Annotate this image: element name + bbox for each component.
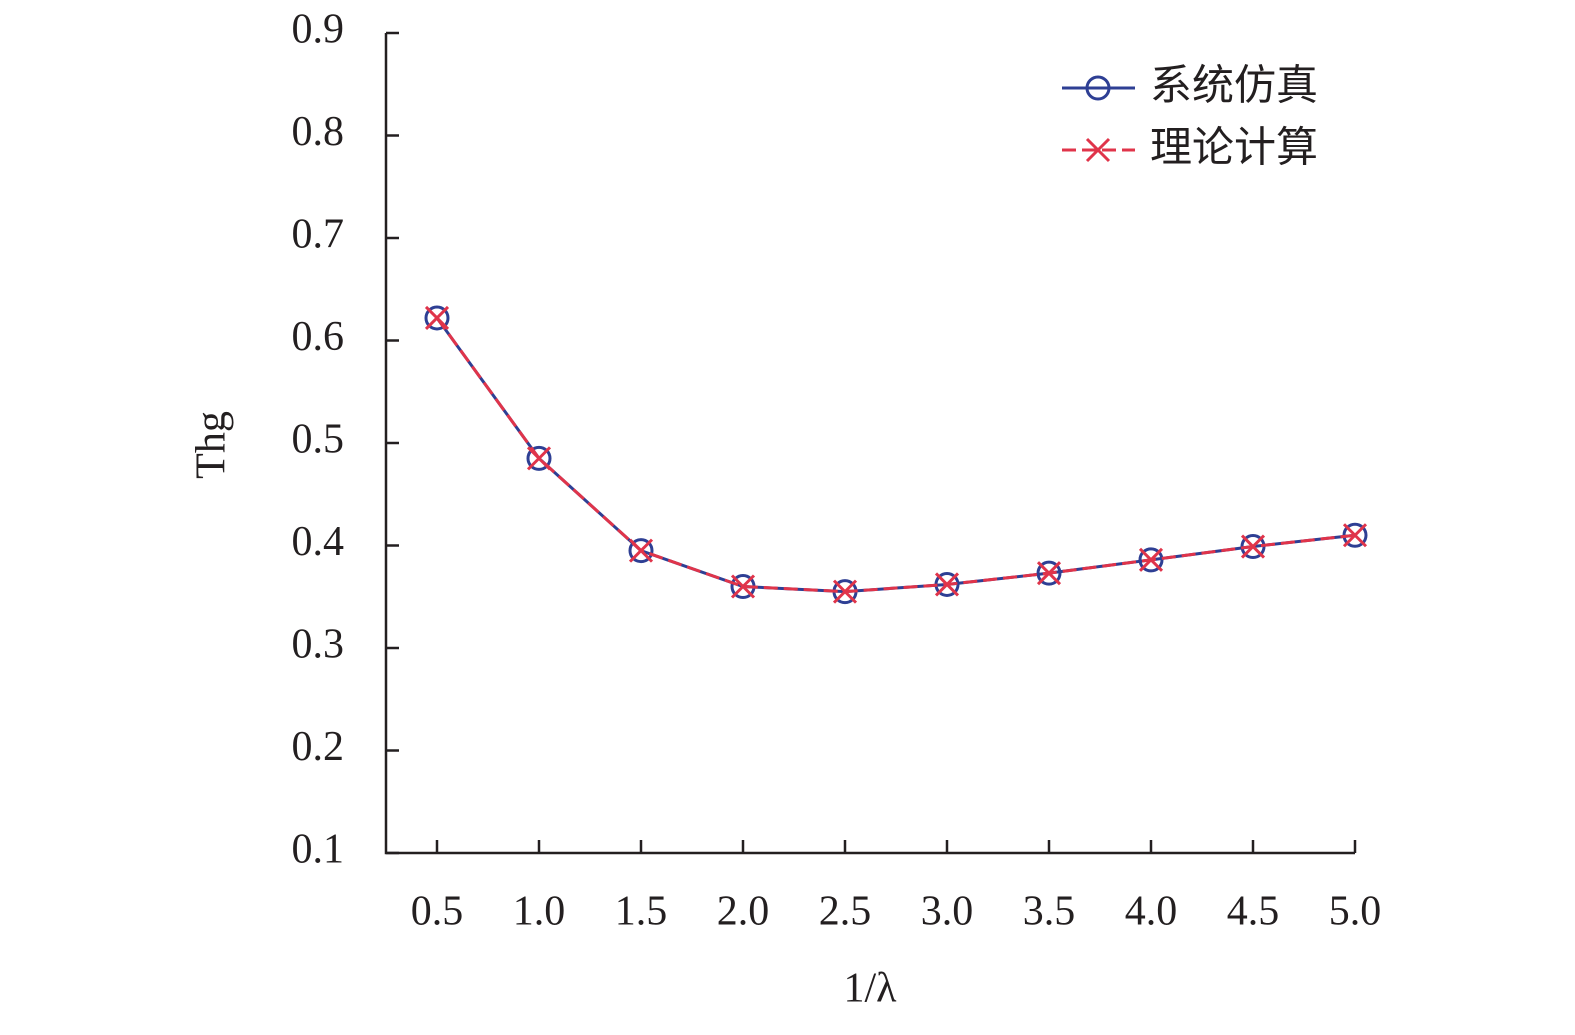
marker [832, 579, 858, 604]
legend-label: 理论计算 [1150, 126, 1318, 172]
x-tick-label: 4.0 [1125, 889, 1178, 935]
y-tick-label: 0.3 [292, 622, 345, 668]
y-axis-label: Thg [189, 411, 235, 479]
marker [934, 572, 960, 597]
x-tick-label: 2.0 [717, 889, 770, 935]
marker [424, 305, 450, 331]
x-tick-label: 1.5 [615, 889, 668, 935]
marker [1036, 560, 1062, 586]
marker [1036, 561, 1062, 586]
marker [1342, 523, 1368, 548]
series-line [435, 317, 1356, 594]
x-tick-label: 3.5 [1023, 889, 1076, 935]
series-line [435, 317, 1356, 594]
marker [1138, 547, 1164, 572]
x-tick-label: 3.0 [921, 889, 974, 935]
y-tick-label: 0.9 [292, 7, 345, 53]
marker [1085, 137, 1111, 163]
legend-label: 系统仿真 [1150, 64, 1318, 110]
y-tick-label: 0.8 [292, 109, 345, 155]
marker [526, 446, 552, 471]
y-tick-label: 0.4 [292, 519, 345, 565]
marker [1240, 534, 1266, 559]
x-axis-label: 1/λ [843, 966, 897, 1012]
marker [424, 305, 450, 331]
y-tick-label: 0.7 [292, 212, 345, 258]
marker [628, 538, 654, 564]
marker [1138, 547, 1164, 573]
marker [730, 574, 756, 599]
y-tick-label: 0.2 [292, 724, 345, 770]
x-tick-label: 4.5 [1227, 889, 1280, 935]
y-tick-label: 0.1 [292, 827, 345, 873]
marker [628, 538, 654, 563]
x-tick-label: 0.5 [411, 889, 464, 935]
x-tick-label: 1.0 [513, 889, 566, 935]
y-tick-label: 0.5 [292, 417, 345, 463]
x-tick-label: 2.5 [819, 889, 872, 935]
marker [526, 445, 552, 471]
y-tick-label: 0.6 [292, 314, 345, 360]
x-tick-label: 5.0 [1329, 889, 1382, 935]
marker [1085, 75, 1111, 101]
